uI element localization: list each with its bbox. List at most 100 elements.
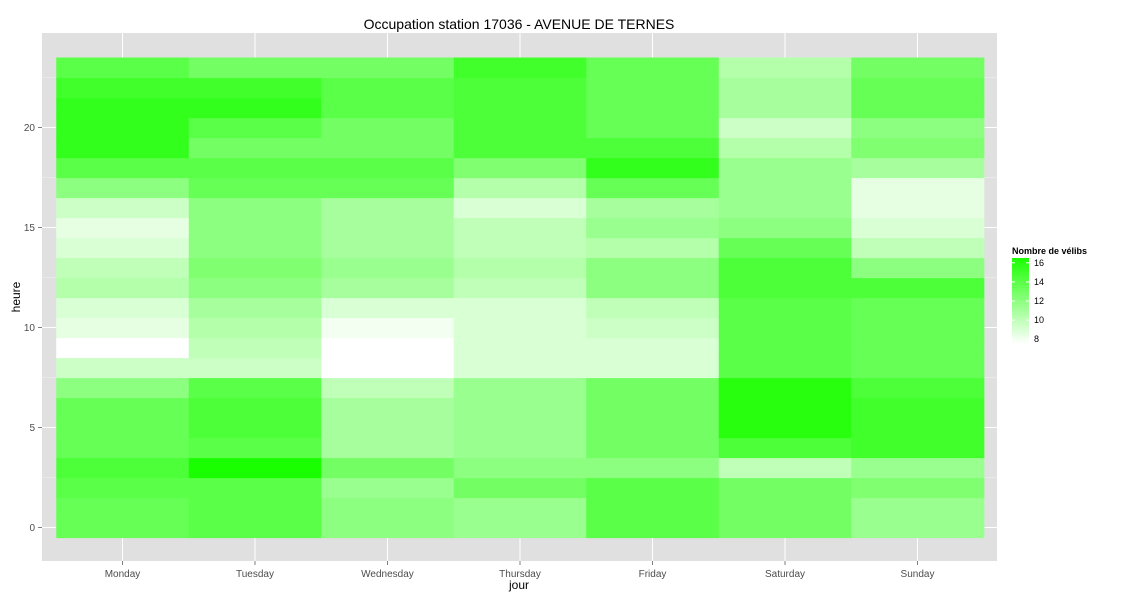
heatmap-cell [188, 117, 322, 139]
heatmap-cell [56, 417, 190, 439]
heatmap-cell [718, 377, 852, 399]
heatmap-cell [56, 157, 190, 179]
heatmap-cell [188, 137, 322, 159]
heatmap-cell [718, 177, 852, 199]
heatmap-cell [188, 77, 322, 99]
heatmap-cell [56, 77, 190, 99]
heatmap-cell [56, 477, 190, 499]
heatmap-cell [453, 97, 587, 119]
heatmap-cell [453, 157, 587, 179]
heatmap-cell [718, 517, 852, 539]
heatmap-cell [586, 177, 720, 199]
heatmap-cell [321, 237, 455, 259]
heatmap-cell [586, 97, 720, 119]
heatmap-cell [56, 457, 190, 479]
heatmap-cell [188, 397, 322, 419]
heatmap-cell [851, 357, 985, 379]
heatmap-cell [56, 177, 190, 199]
heatmap-cell [718, 437, 852, 459]
heatmap-cell [718, 57, 852, 79]
heatmap-cell [851, 377, 985, 399]
heatmap-cell [188, 177, 322, 199]
heatmap-cell [321, 517, 455, 539]
heatmap-cell [851, 437, 985, 459]
heatmap-cell [718, 297, 852, 319]
heatmap-cell [188, 57, 322, 79]
heatmap-cell [321, 497, 455, 519]
heatmap-cell [321, 337, 455, 359]
heatmap-cell [718, 397, 852, 419]
heatmap-cell [718, 457, 852, 479]
heatmap-cell [188, 437, 322, 459]
heatmap-cell [453, 277, 587, 299]
heatmap-cell [453, 137, 587, 159]
heatmap-cell [56, 497, 190, 519]
heatmap-cell [188, 477, 322, 499]
heatmap-cell [321, 117, 455, 139]
heatmap-cell [718, 337, 852, 359]
heatmap-cell [718, 357, 852, 379]
heatmap-cell [586, 277, 720, 299]
heatmap-cell [56, 397, 190, 419]
heatmap-cell [851, 97, 985, 119]
heatmap-cell [56, 357, 190, 379]
heatmap-cell [586, 157, 720, 179]
heatmap-cell [453, 357, 587, 379]
legend-tick-label: 10 [1034, 315, 1044, 325]
heatmap-cell [453, 177, 587, 199]
heatmap-cell [851, 277, 985, 299]
heatmap-cell [453, 457, 587, 479]
heatmap-cell [56, 217, 190, 239]
legend-tick-label: 12 [1034, 296, 1044, 306]
heatmap-cell [586, 297, 720, 319]
x-tick-label: Saturday [765, 569, 805, 580]
heatmap-cell [188, 217, 322, 239]
heatmap-cell [851, 177, 985, 199]
heatmap-cell [188, 157, 322, 179]
heatmap-cell [851, 457, 985, 479]
x-tick-label: Wednesday [361, 569, 414, 580]
heatmap-cell [851, 157, 985, 179]
heatmap-cell [586, 337, 720, 359]
heatmap-cell [586, 77, 720, 99]
heatmap-cell [56, 377, 190, 399]
heatmap-cell [718, 77, 852, 99]
heatmap-cell [321, 317, 455, 339]
heatmap-cell [453, 317, 587, 339]
chart-title: Occupation station 17036 - AVENUE DE TER… [364, 16, 675, 32]
heatmap-cell [321, 277, 455, 299]
heatmap-cell [453, 397, 587, 419]
heatmap-cell [718, 497, 852, 519]
heatmap-cell [453, 477, 587, 499]
heatmap-cell [851, 197, 985, 219]
heatmap-cell [851, 237, 985, 259]
heatmap-cell [851, 337, 985, 359]
heatmap-cell [586, 417, 720, 439]
heatmap-cell [56, 437, 190, 459]
heatmap-cell [586, 117, 720, 139]
heatmap-cell [321, 357, 455, 379]
heatmap-cell [188, 297, 322, 319]
heatmap-cell [453, 117, 587, 139]
heatmap-cell [321, 297, 455, 319]
heatmap-cell [718, 237, 852, 259]
x-axis: Monday Tuesday Wednesday Thursday Friday Satu… [105, 561, 934, 580]
heatmap-cell [851, 397, 985, 419]
heatmap-cell [56, 337, 190, 359]
heatmap-cell [851, 137, 985, 159]
heatmap-cell [321, 197, 455, 219]
heatmap-cell [718, 277, 852, 299]
heatmap-cell [188, 377, 322, 399]
heatmap-cell [586, 497, 720, 519]
heatmap-cell [586, 257, 720, 279]
heatmap-cell [453, 217, 587, 239]
heatmap-cell [586, 477, 720, 499]
heatmap-cell [188, 517, 322, 539]
heatmap-cell [586, 377, 720, 399]
heatmap-cell [851, 117, 985, 139]
legend-tick-label: 16 [1034, 258, 1044, 268]
heatmap-cell [321, 397, 455, 419]
heatmap-cell [453, 57, 587, 79]
y-tick-label: 5 [29, 423, 35, 434]
heatmap-cell [56, 277, 190, 299]
